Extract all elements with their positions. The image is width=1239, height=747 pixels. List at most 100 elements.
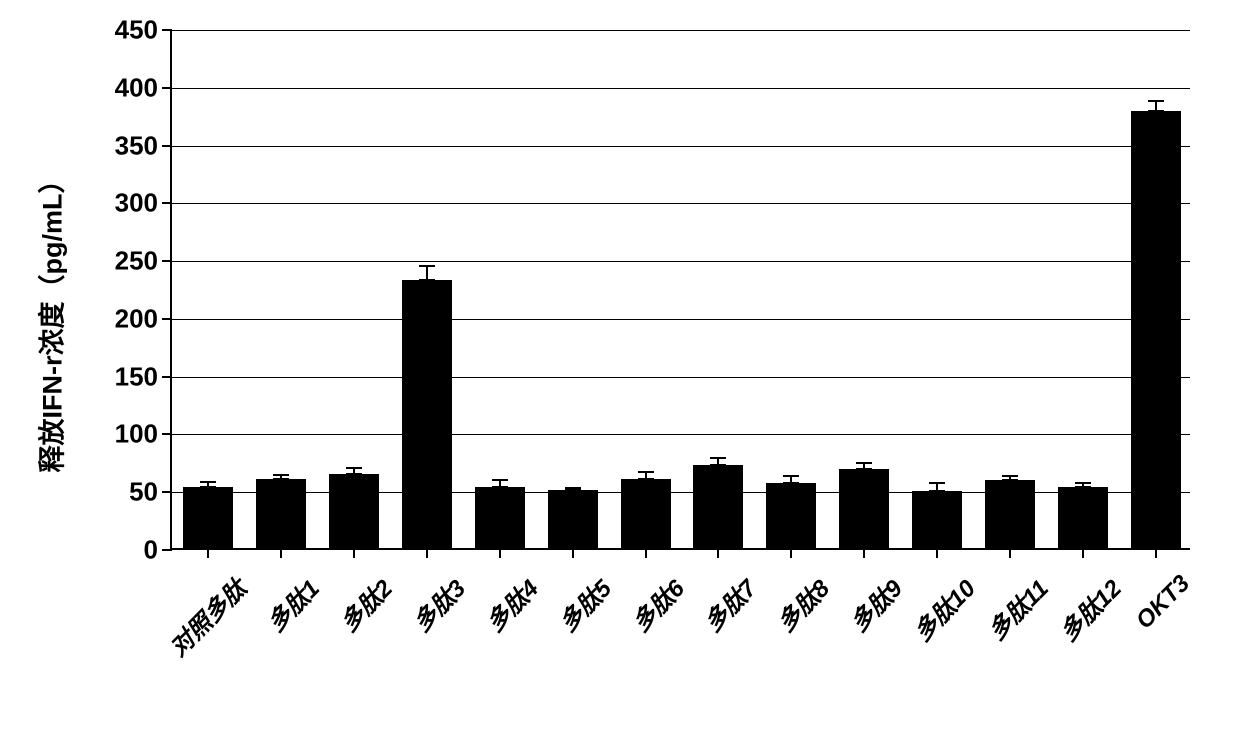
- y-tick-mark: [162, 145, 172, 147]
- x-tick-mark: [1009, 548, 1011, 558]
- x-tick-label: OKT3: [1105, 570, 1196, 661]
- x-tick-mark: [936, 548, 938, 558]
- x-tick-mark: [353, 548, 355, 558]
- x-tick-mark: [1155, 548, 1157, 558]
- x-tick-label: 多肽11: [959, 570, 1054, 665]
- bar-group: [693, 458, 743, 548]
- bar-group: [839, 463, 889, 549]
- x-tick-mark: [207, 548, 209, 558]
- y-tick-label: 100: [115, 419, 158, 450]
- error-cap-bottom: [710, 464, 726, 466]
- bar: [256, 479, 306, 548]
- y-tick-mark: [162, 318, 172, 320]
- error-cap-top: [200, 481, 216, 483]
- x-tick-label: 多肽8: [741, 570, 836, 665]
- y-tick-label: 200: [115, 303, 158, 334]
- x-tick-label: 多肽1: [231, 570, 326, 665]
- y-tick-label: 50: [129, 477, 158, 508]
- bar: [1131, 111, 1181, 548]
- x-tick-label: 多肽3: [376, 570, 471, 665]
- x-tick-mark: [645, 548, 647, 558]
- error-cap-bottom: [1148, 110, 1164, 112]
- bar: [985, 480, 1035, 548]
- y-tick-mark: [162, 29, 172, 31]
- error-cap-bottom: [565, 489, 581, 491]
- error-cap-bottom: [273, 478, 289, 480]
- bar: [839, 469, 889, 548]
- x-tick-mark: [426, 548, 428, 558]
- y-tick-mark: [162, 376, 172, 378]
- x-tick-mark: [280, 548, 282, 558]
- error-cap-bottom: [783, 482, 799, 484]
- y-tick-label: 150: [115, 361, 158, 392]
- error-cap-bottom: [200, 486, 216, 488]
- error-cap-top: [1075, 482, 1091, 484]
- x-tick-label: 多肽5: [522, 570, 617, 665]
- error-cap-top: [419, 265, 435, 267]
- bar-group: [329, 468, 379, 548]
- bar-group: [475, 480, 525, 548]
- bar: [766, 483, 816, 548]
- bar-group: [985, 476, 1035, 548]
- error-bar: [426, 266, 428, 280]
- error-cap-bottom: [492, 486, 508, 488]
- error-cap-bottom: [856, 468, 872, 470]
- error-cap-bottom: [419, 279, 435, 281]
- x-tick-mark: [717, 548, 719, 558]
- y-tick-mark: [162, 433, 172, 435]
- x-tick-label: 多肽10: [886, 570, 981, 665]
- error-cap-top: [492, 479, 508, 481]
- x-tick-mark: [499, 548, 501, 558]
- chart-container: 释放IFN-r浓度（pg/mL） 05010015020025030035040…: [60, 20, 1210, 720]
- bars-container: [172, 30, 1190, 548]
- x-tick-label: 对照多肽: [158, 570, 253, 665]
- bar-group: [548, 488, 598, 548]
- y-tick-label: 450: [115, 15, 158, 46]
- y-tick-mark: [162, 260, 172, 262]
- error-cap-top: [783, 475, 799, 477]
- x-tick-mark: [863, 548, 865, 558]
- error-cap-top: [1148, 100, 1164, 102]
- error-cap-top: [929, 482, 945, 484]
- bar-group: [621, 472, 671, 548]
- bar: [402, 280, 452, 548]
- y-tick-mark: [162, 491, 172, 493]
- y-tick-label: 400: [115, 72, 158, 103]
- error-cap-bottom: [638, 478, 654, 480]
- error-cap-bottom: [929, 490, 945, 492]
- x-tick-label: 多肽6: [595, 570, 690, 665]
- bar: [693, 465, 743, 548]
- x-tick-mark: [1082, 548, 1084, 558]
- bar: [1058, 487, 1108, 548]
- y-tick-mark: [162, 87, 172, 89]
- bar-group: [1131, 101, 1181, 548]
- error-cap-bottom: [1002, 479, 1018, 481]
- x-tick-label: 多肽2: [303, 570, 398, 665]
- plot-area: 050100150200250300350400450 对照多肽多肽1多肽2多肽…: [170, 30, 1190, 550]
- x-tick-label: 多肽9: [813, 570, 908, 665]
- x-tick-label: 多肽7: [668, 570, 763, 665]
- error-cap-bottom: [1075, 486, 1091, 488]
- y-tick-mark: [162, 549, 172, 551]
- bar: [329, 474, 379, 548]
- x-tick-label: 多肽4: [449, 570, 544, 665]
- x-tick-mark: [790, 548, 792, 558]
- bar-group: [912, 483, 962, 548]
- y-tick-mark: [162, 202, 172, 204]
- y-tick-label: 350: [115, 130, 158, 161]
- bar: [183, 487, 233, 548]
- error-cap-top: [856, 462, 872, 464]
- error-cap-bottom: [346, 473, 362, 475]
- error-cap-top: [710, 457, 726, 459]
- y-tick-label: 250: [115, 246, 158, 277]
- bar-group: [256, 475, 306, 548]
- error-cap-top: [638, 471, 654, 473]
- y-tick-label: 0: [144, 535, 158, 566]
- bar: [621, 479, 671, 548]
- bar: [912, 491, 962, 548]
- bar-group: [766, 476, 816, 548]
- y-tick-label: 300: [115, 188, 158, 219]
- x-tick-mark: [572, 548, 574, 558]
- bar-group: [1058, 483, 1108, 548]
- bar: [548, 490, 598, 548]
